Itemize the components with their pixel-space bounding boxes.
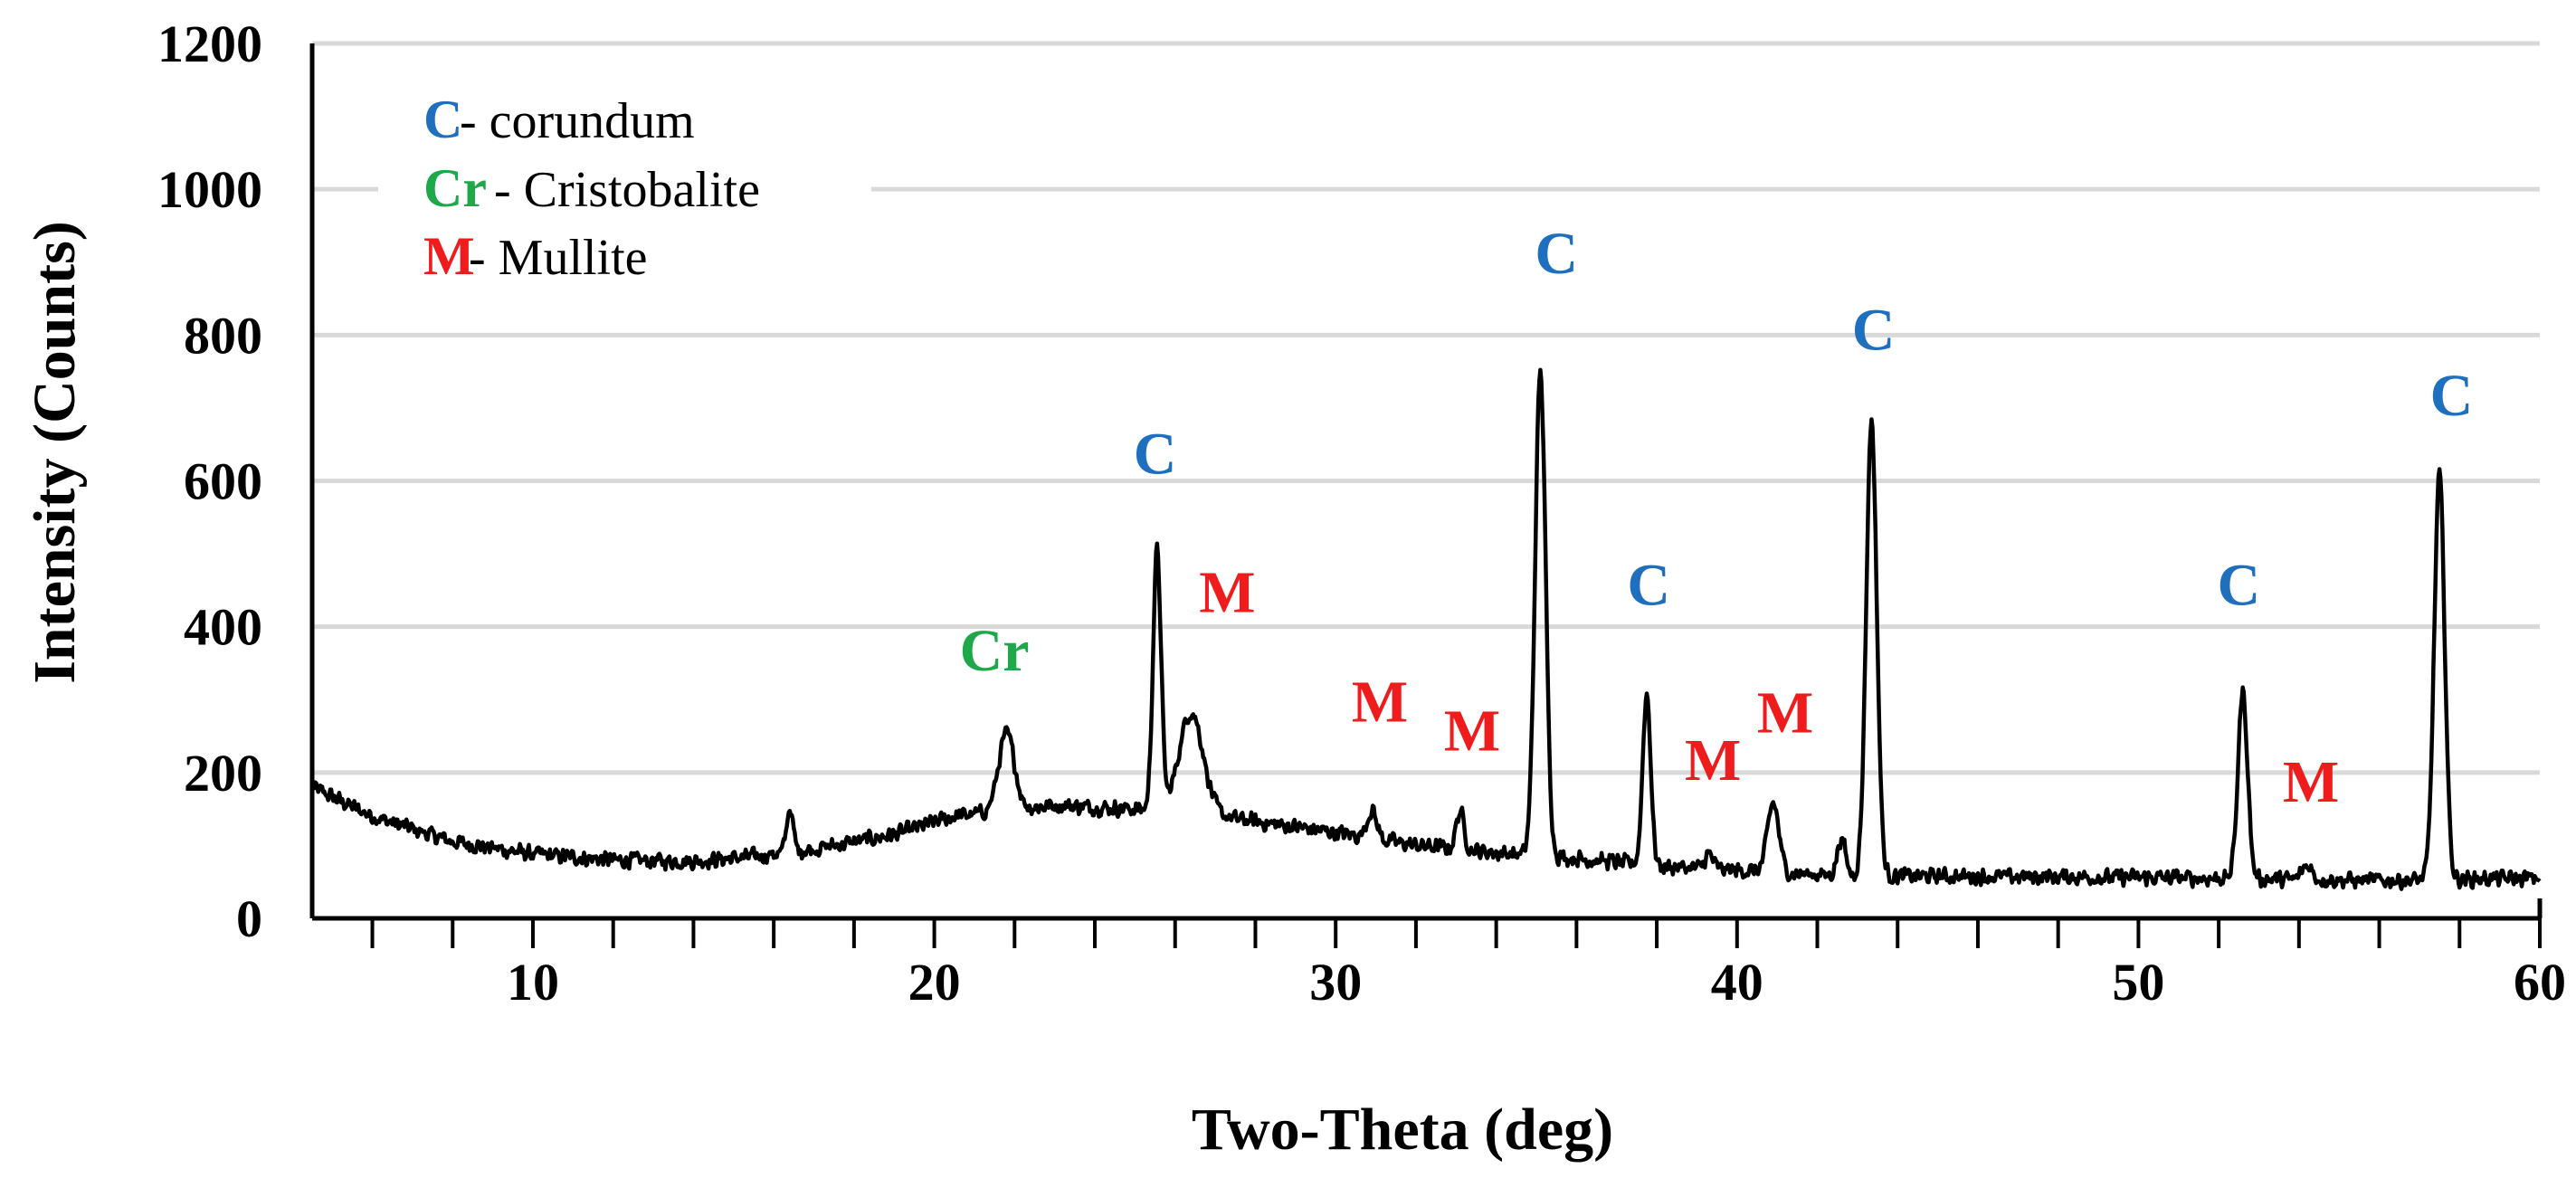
y-tick-label-600: 600	[184, 452, 262, 511]
peak-label-corundum-5: C	[1535, 221, 1578, 287]
x-axis-ticks: 10 20 30 40 50 60	[370, 918, 2566, 1012]
x-tick-label-60: 60	[2514, 953, 2566, 1012]
diffraction-trace	[309, 367, 2542, 891]
legend-symbol-corundum: C	[423, 90, 462, 149]
x-tick-label-10: 10	[507, 953, 559, 1012]
y-axis-title: Intensity (Counts)	[22, 221, 88, 684]
legend: C- corundum Cr - Cristobalite M- Mullite	[378, 80, 871, 322]
x-axis-title: Two-Theta (deg)	[1192, 1097, 1613, 1163]
peak-label-corundum-12: C	[2430, 363, 2474, 429]
y-tick-label-800: 800	[184, 306, 262, 365]
x-tick-label-30: 30	[1309, 953, 1362, 1012]
y-tick-label-1200: 1200	[157, 14, 262, 73]
peak-label-mullite-4: M	[1444, 698, 1500, 765]
peak-label-mullite-2: M	[1199, 560, 1255, 626]
legend-symbol-cristobalite: Cr	[423, 158, 487, 218]
peak-label-corundum-9: C	[1852, 297, 1896, 363]
peak-label-mullite-8: M	[1757, 680, 1813, 746]
x-tick-label-20: 20	[908, 953, 961, 1012]
y-tick-label-400: 400	[184, 598, 262, 657]
legend-label-mullite: - Mullite	[469, 230, 648, 286]
x-tick-label-50: 50	[2112, 953, 2164, 1012]
peak-label-mullite-3: M	[1352, 669, 1408, 735]
peak-label-cristobalite-0: Cr	[960, 618, 1030, 684]
legend-box	[378, 80, 871, 322]
plot-frame	[309, 43, 2543, 921]
y-tick-label-200: 200	[184, 744, 262, 803]
peak-label-corundum-10: C	[2217, 552, 2260, 618]
peak-label-mullite-11: M	[2283, 749, 2339, 815]
legend-label-corundum: - corundum	[460, 93, 695, 149]
y-tick-label-0: 0	[236, 889, 262, 948]
x-tick-label-40: 40	[1711, 953, 1763, 1012]
y-axis-ticks: 0 200 400 600 800 1000 1200	[157, 14, 262, 948]
legend-symbol-mullite: M	[423, 226, 475, 286]
peak-label-mullite-7: M	[1685, 727, 1741, 793]
legend-label-cristobalite: - Cristobalite	[494, 162, 760, 218]
y-tick-label-1000: 1000	[157, 160, 262, 219]
peak-label-corundum-6: C	[1627, 552, 1670, 618]
peak-label-corundum-1: C	[1134, 421, 1177, 487]
